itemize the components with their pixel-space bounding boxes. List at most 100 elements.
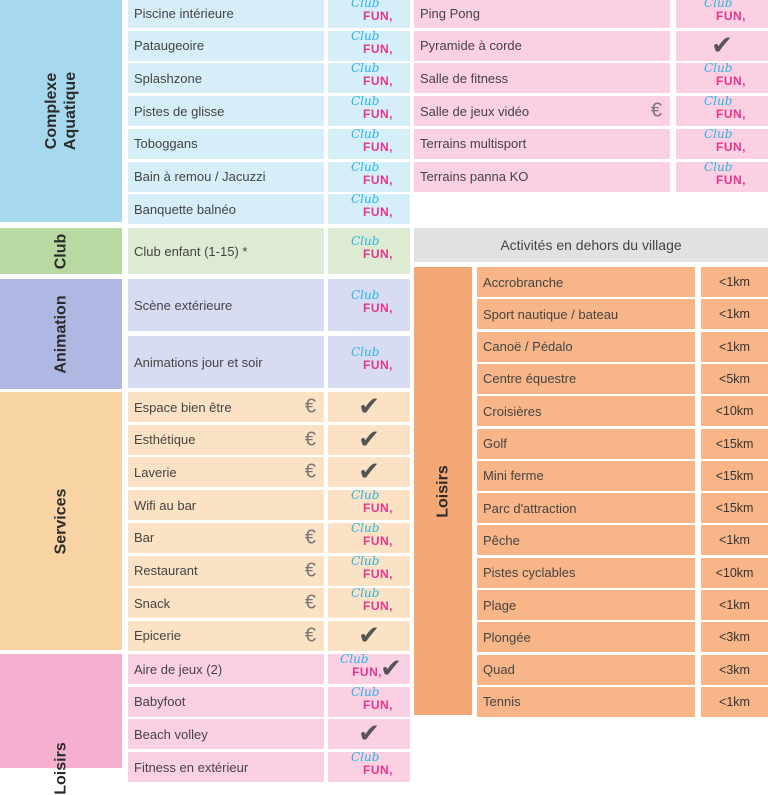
- row-icon-cell: Club FUN,: [328, 488, 410, 521]
- services-label: Epicerie: [134, 628, 181, 644]
- distance-cell: <3km: [701, 622, 768, 653]
- loisirs-label: Fitness en extérieur: [134, 759, 249, 775]
- check-icon: ✔: [380, 654, 402, 684]
- row-label-cell: Beach volley: [128, 719, 324, 750]
- category-band: Services: [0, 392, 122, 650]
- club-fun-icon-top: Club: [351, 288, 380, 302]
- outside-activity-label: Plongée: [483, 629, 531, 645]
- outside-activity-label: Quad: [483, 662, 515, 678]
- club-fun-icon: Club FUN,: [347, 94, 393, 127]
- top-activity-label: Ping Pong: [420, 5, 480, 21]
- club-label: Club enfant (1-15) *: [134, 243, 248, 259]
- category-band: Loisirs: [0, 654, 122, 795]
- club-fun-icon-bottom: FUN,: [363, 301, 393, 315]
- club-fun-icon-bottom: FUN,: [363, 763, 393, 778]
- row-icon-cell: ✔: [328, 620, 410, 651]
- outside-activity-cell: Accrobranche: [477, 267, 695, 297]
- top-activity-label: Salle de jeux vidéo: [420, 103, 530, 119]
- category-band: Club: [0, 228, 122, 274]
- distance-value: <5km: [719, 371, 750, 386]
- top-activity-label: Terrains multisport: [420, 136, 527, 152]
- check-icon: ✔: [358, 424, 380, 455]
- outside-activity-cell: Centre équestre: [477, 363, 695, 394]
- distance-cell: <1km: [701, 590, 768, 620]
- club-fun-icon-bottom: FUN,: [363, 247, 393, 261]
- outside-activity-cell: Tennis: [477, 686, 695, 717]
- club-fun-icon: Club FUN,: [347, 520, 393, 554]
- row-label-cell: Restaurant €: [128, 555, 324, 586]
- row-icon-cell: ✔: [676, 30, 768, 61]
- outside-activity-cell: Golf: [477, 428, 695, 459]
- row-label-cell: Epicerie €: [128, 620, 324, 651]
- club-fun-icon-bottom: FUN,: [363, 41, 393, 56]
- club-fun-icon-top: Club: [704, 0, 733, 10]
- outside-activity-cell: Parc d'attraction: [477, 493, 695, 524]
- row-icon-cell: Club FUN,: [328, 29, 410, 61]
- outside-activity-cell: Plage: [477, 590, 695, 620]
- row-label-cell: Bar €: [128, 522, 324, 553]
- aquatique-label: Pistes de glisse: [134, 103, 225, 119]
- club-fun-icon: Club FUN,: [700, 94, 746, 127]
- club-fun-icon: Club FUN,: [347, 288, 393, 321]
- outside-activity-label: Plage: [483, 597, 517, 613]
- club-fun-icon-bottom: FUN,: [363, 358, 393, 372]
- club-fun-icon-bottom: FUN,: [363, 533, 393, 548]
- euro-icon: €: [304, 395, 316, 418]
- row-icon-cell: Club FUN,: [328, 228, 410, 274]
- distance-value: <3km: [719, 630, 750, 645]
- club-fun-icon: Club FUN,: [347, 61, 393, 94]
- club-fun-icon-top: Club: [704, 94, 733, 109]
- row-label-cell: Esthétique €: [128, 424, 324, 455]
- distance-value: <10km: [715, 404, 754, 419]
- euro-icon: €: [304, 526, 316, 549]
- aquatique-label: Pataugeoire: [134, 38, 205, 54]
- distance-value: <1km: [719, 533, 750, 548]
- club-fun-icon-top: Club: [351, 61, 380, 76]
- outside-activity-label: Accrobranche: [483, 274, 564, 290]
- club-fun-icon-top: Club: [351, 192, 380, 207]
- club-fun-icon-top: Club: [351, 126, 380, 141]
- row-label-cell: Babyfoot: [128, 686, 324, 717]
- club-fun-icon: Club FUN,: [700, 127, 746, 160]
- club-fun-icon-top: Club: [340, 652, 369, 666]
- distance-cell: <15km: [701, 460, 768, 491]
- outside-activity-label: Pistes cyclables: [483, 565, 576, 581]
- club-fun-icon-bottom: FUN,: [716, 9, 746, 23]
- aquatique-label: Toboggans: [134, 136, 198, 152]
- row-label-cell: Toboggans: [128, 128, 324, 159]
- row-label-cell: Bain à remou / Jacuzzi: [128, 161, 324, 192]
- club-fun-icon: Club FUN,: [347, 488, 393, 521]
- category-label: Animation: [52, 294, 70, 374]
- row-icon-cell: Club FUN,: [328, 685, 410, 718]
- club-fun-icon: Club FUN,: [347, 0, 393, 29]
- row-icon-cell: Club FUN,: [676, 0, 768, 28]
- club-fun-icon-top: Club: [351, 488, 380, 503]
- category-band: Complexe Aquatique: [0, 0, 122, 222]
- row-label-cell: Pataugeoire: [128, 30, 324, 61]
- club-fun-icon-top: Club: [351, 159, 380, 174]
- distance-value: <15km: [715, 501, 754, 516]
- distance-cell: <1km: [701, 331, 768, 362]
- club-fun-icon-bottom: FUN,: [363, 205, 393, 220]
- distance-cell: <5km: [701, 363, 768, 394]
- club-fun-icon: Club FUN,: [347, 192, 393, 225]
- category-label: Complexe Aquatique: [43, 71, 79, 151]
- distance-value: <1km: [719, 694, 750, 709]
- club-fun-icon-top: Club: [351, 234, 380, 248]
- club-fun-icon-top: Club: [351, 520, 380, 535]
- euro-icon: €: [304, 428, 316, 451]
- outside-activity-label: Pêche: [483, 532, 520, 548]
- category-label: Services: [52, 488, 70, 554]
- outside-activity-cell: Quad: [477, 654, 695, 685]
- row-icon-cell: Club FUN,: [328, 192, 410, 225]
- loisirs-label: Babyfoot: [134, 694, 186, 710]
- row-icon-cell: Club FUN,: [676, 61, 768, 94]
- distance-value: <15km: [715, 436, 754, 451]
- category-label: Loisirs: [52, 742, 70, 795]
- distance-value: <15km: [715, 468, 754, 483]
- distance-value: <10km: [715, 565, 754, 580]
- row-label-cell: Laverie €: [128, 457, 324, 488]
- services-label: Bar: [134, 530, 155, 546]
- club-fun-icon: Club FUN,: [347, 685, 393, 718]
- club-fun-icon-top: Club: [351, 94, 380, 109]
